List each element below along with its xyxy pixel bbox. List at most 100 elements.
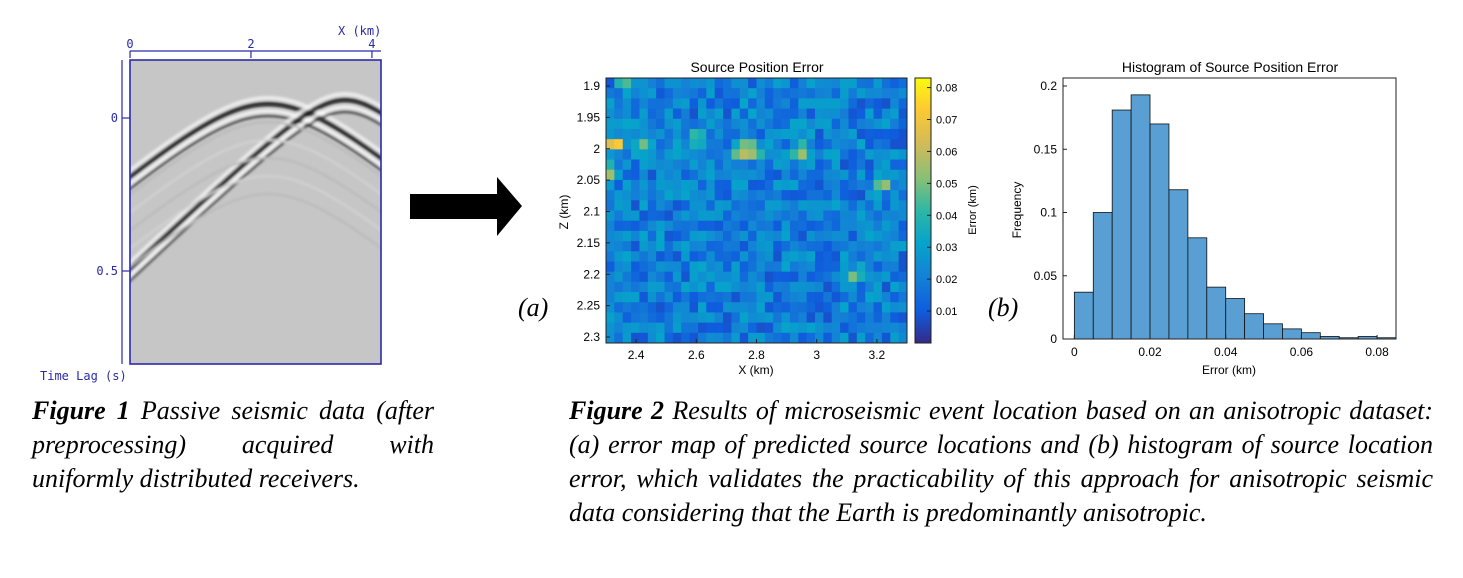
heatmap-y-tick-label: 2.15 xyxy=(577,236,601,250)
heatmap-cell xyxy=(672,312,682,324)
heatmap-cell xyxy=(748,251,757,262)
heatmap-cell xyxy=(639,230,649,242)
heatmap-cell xyxy=(697,139,707,150)
heatmap-cell xyxy=(815,169,824,181)
heatmap-cell xyxy=(639,322,649,334)
heatmap-cell xyxy=(723,322,732,334)
heatmap-cell xyxy=(748,159,757,171)
heatmap-cell xyxy=(856,281,866,293)
heatmap-cell xyxy=(723,88,732,99)
gather-wavelet-tail xyxy=(130,175,381,250)
heatmap-cell xyxy=(748,190,757,201)
heatmap-cell xyxy=(731,302,741,313)
heatmap-cell xyxy=(714,169,724,181)
histogram-y-tick-label: 0 xyxy=(1050,332,1057,346)
gather-x-ticks: 0 2 4 xyxy=(126,37,376,58)
heatmap-cell xyxy=(890,271,900,283)
heatmap-cell xyxy=(656,169,666,181)
heatmap-cell xyxy=(614,128,624,140)
heatmap-cell xyxy=(840,98,849,110)
heatmap-cell xyxy=(815,78,824,89)
heatmap-cell xyxy=(815,261,824,273)
heatmap-cell xyxy=(764,281,774,293)
histogram-bar xyxy=(1301,332,1321,340)
heatmap-cell xyxy=(689,220,699,232)
colorbar-tick-label: 0.04 xyxy=(936,210,957,222)
heatmap-cell xyxy=(773,78,783,89)
heatmap-cell xyxy=(656,241,666,252)
heatmap-cell xyxy=(898,281,908,293)
heatmap-cell xyxy=(781,78,791,89)
heatmap-cell xyxy=(773,210,783,222)
heatmap-cell xyxy=(873,322,883,334)
heatmap-cell xyxy=(823,332,833,344)
heatmap-cell xyxy=(631,118,640,130)
heatmap-cell xyxy=(672,271,682,283)
heatmap-cell xyxy=(773,302,783,313)
histogram-bar xyxy=(1206,286,1227,340)
heatmap-cell xyxy=(823,118,833,130)
heatmap-cell xyxy=(689,200,699,211)
heatmap-cell xyxy=(714,128,724,140)
heatmap-cell xyxy=(714,149,724,161)
heatmap-cell xyxy=(681,200,691,211)
heatmap-cell xyxy=(714,179,724,191)
heatmap-cell xyxy=(840,190,849,201)
heatmap-cell xyxy=(764,200,774,211)
gather-x-tick-label: 4 xyxy=(368,37,375,51)
heatmap-cell xyxy=(714,118,724,130)
heatmap-cell xyxy=(697,251,707,262)
heatmap-cell xyxy=(831,139,841,150)
heatmap-cell xyxy=(815,322,824,334)
heatmap-cell xyxy=(773,169,783,181)
heatmap-cell xyxy=(631,78,640,89)
heatmap-cell xyxy=(689,78,699,89)
heatmap-cell xyxy=(848,302,858,313)
heatmap-y-tick-label: 2.1 xyxy=(583,205,600,219)
heatmap-cell xyxy=(881,210,891,222)
heatmap-cell xyxy=(848,78,858,89)
heatmap-cell xyxy=(672,149,682,161)
heatmap-cell xyxy=(697,169,707,181)
heatmap-cell xyxy=(739,251,749,262)
heatmap-cell xyxy=(656,78,666,89)
heatmap-cell xyxy=(756,128,766,140)
heatmap-cell xyxy=(681,210,691,222)
heatmap-cell xyxy=(781,98,791,110)
heatmap-cell xyxy=(656,332,666,344)
heatmap-cell xyxy=(773,200,783,211)
heatmap-cell xyxy=(739,220,749,232)
heatmap-cell xyxy=(664,230,674,242)
heatmap-cell xyxy=(798,78,808,89)
heatmap-cell xyxy=(873,88,883,99)
heatmap-cell xyxy=(873,241,883,252)
heatmap-cell xyxy=(873,281,883,293)
heatmap-cell xyxy=(672,302,682,313)
heatmap-cell xyxy=(606,88,615,99)
heatmap-cell xyxy=(806,241,816,252)
heatmap-cell xyxy=(606,302,615,313)
heatmap-cell xyxy=(848,332,858,344)
heatmap-cell xyxy=(881,271,891,283)
heatmap-cell xyxy=(631,149,640,161)
heatmap-cell xyxy=(881,108,891,120)
heatmap-cell xyxy=(823,169,833,181)
heatmap-cell xyxy=(631,128,640,140)
heatmap-cell xyxy=(706,118,716,130)
heatmap-cell xyxy=(756,149,766,161)
heatmap-cell xyxy=(865,292,875,303)
heatmap-cell xyxy=(890,322,900,334)
heatmap-cell xyxy=(865,220,875,232)
heatmap-cell xyxy=(848,230,858,242)
heatmap-cell xyxy=(664,159,674,171)
heatmap-cell xyxy=(840,261,849,273)
heatmap-cell xyxy=(656,190,666,201)
heatmap-cell xyxy=(756,98,766,110)
heatmap-cell xyxy=(631,159,640,171)
heatmap-cell xyxy=(798,128,808,140)
heatmap-cell xyxy=(898,230,908,242)
heatmap-cell xyxy=(798,281,808,293)
heatmap-cell xyxy=(890,190,900,201)
heatmap-cell xyxy=(806,128,816,140)
heatmap-cell xyxy=(856,271,866,283)
